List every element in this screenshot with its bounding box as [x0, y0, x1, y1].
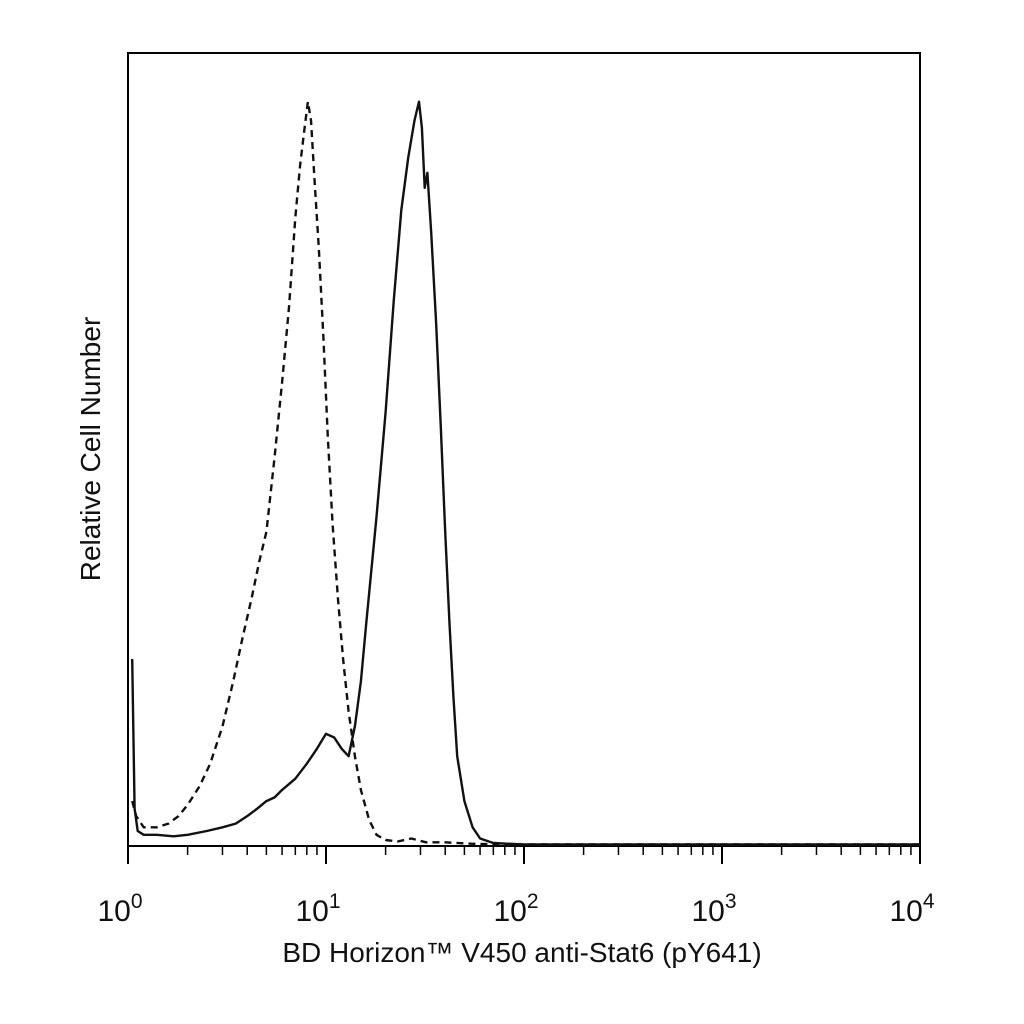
series-layer — [131, 100, 920, 846]
x-tick-label: 100 — [97, 890, 142, 928]
series-line-dashed — [131, 100, 920, 846]
plot-frame — [127, 52, 921, 847]
y-axis-label: Relative Cell Number — [75, 317, 106, 582]
series-line-solid — [131, 100, 920, 846]
x-tick-label: 102 — [493, 890, 538, 928]
x-tick-label: 103 — [691, 890, 736, 928]
x-tick-label: 101 — [295, 890, 340, 928]
x-axis-label: BD Horizon™ V450 anti-Stat6 (pY641) — [282, 937, 761, 968]
x-tick-label: 104 — [889, 890, 934, 928]
x-axis-major-ticks — [127, 846, 921, 864]
x-axis-tick-labels: 100 101 102 103 104 — [97, 890, 934, 928]
x-axis-minor-ticks — [186, 846, 912, 855]
